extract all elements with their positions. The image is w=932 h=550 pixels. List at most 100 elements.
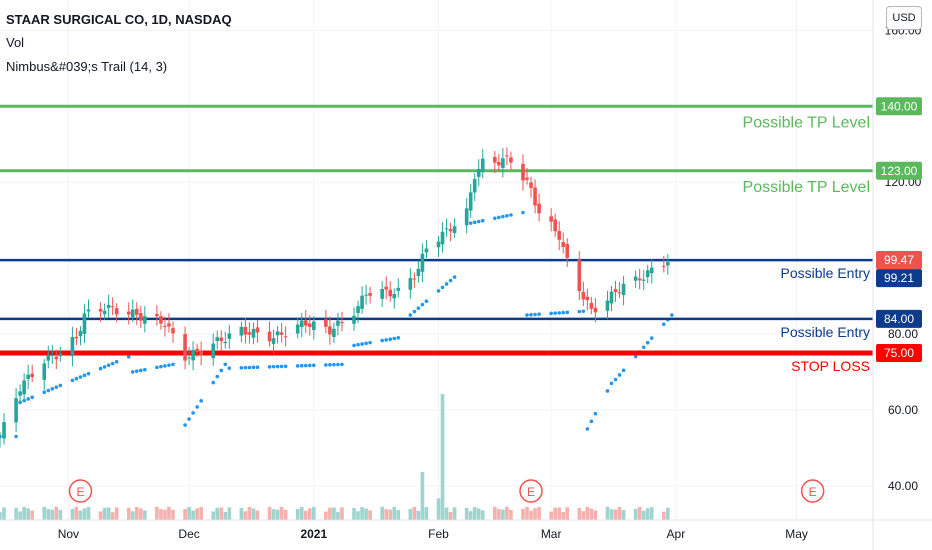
candle-body (464, 208, 469, 224)
candle-body (54, 356, 59, 360)
candle-body (324, 319, 328, 327)
trail-dot (247, 365, 252, 370)
volume-bar (424, 507, 429, 520)
volume-bar (501, 509, 505, 520)
price-level-label: Possible Entry (781, 324, 870, 340)
volume-bar (2, 507, 6, 520)
trail-dot (448, 278, 453, 283)
trail-dot (336, 362, 340, 367)
volume-bar (255, 510, 260, 520)
candle-body (183, 334, 187, 361)
candle-body (134, 308, 139, 315)
candle-body (295, 324, 300, 334)
trail-dot (255, 365, 260, 370)
volume-bar (537, 507, 541, 520)
volume-bar (472, 507, 477, 520)
trail-dot (416, 306, 421, 310)
volume-bar (605, 506, 610, 520)
candle-body (641, 279, 646, 281)
trail-dot (283, 364, 288, 369)
volume-bar (307, 508, 312, 520)
volume-bar (239, 507, 244, 520)
candle-body (384, 286, 389, 290)
trail-dot (163, 364, 167, 368)
candle-body (106, 304, 111, 308)
time-tick-label: May (785, 527, 808, 541)
price-level-label: STOP LOSS (791, 358, 870, 374)
candle-body (251, 329, 256, 338)
trail-dot (537, 312, 541, 317)
trail-dot (332, 362, 336, 367)
trail-dot (239, 365, 244, 370)
price-tag-label: 84.00 (884, 312, 914, 326)
trail-dot (199, 399, 203, 403)
candle-body (577, 259, 582, 292)
trail-dot (46, 388, 51, 393)
trail-dot (436, 289, 441, 293)
trail-dot (392, 336, 397, 341)
volume-bar (86, 507, 91, 520)
volume-bars (0, 394, 670, 520)
trail-dot (98, 366, 103, 371)
trail-dot (155, 365, 159, 370)
indicator-legend[interactable]: Nimbus&#039;s Trail (14, 3) (6, 59, 168, 74)
volume-bar (110, 512, 115, 520)
trail-dot (525, 313, 529, 317)
candle-body (143, 316, 147, 324)
trail-dot (102, 365, 107, 369)
volume-bar (42, 506, 47, 520)
symbol-title[interactable]: STAAR SURGICAL CO, 1D, NASDAQ (6, 12, 232, 27)
volume-bar (191, 510, 195, 520)
trail-dot (251, 365, 256, 370)
trail-dot (641, 345, 646, 350)
trail-dot (195, 405, 199, 409)
volume-bar (134, 507, 139, 520)
candle-body (78, 330, 83, 337)
time-tick-label: Apr (667, 527, 686, 541)
candle-body (0, 436, 2, 438)
trail-dot (368, 340, 372, 345)
candle-body (392, 293, 397, 299)
candle-body (509, 157, 513, 163)
candle-body (356, 306, 360, 313)
last-price-tag (876, 251, 922, 270)
trail-dot (42, 390, 47, 395)
trail-dot (167, 363, 171, 367)
volume-bar (114, 507, 119, 520)
currency-button[interactable]: USD (886, 6, 922, 30)
earnings-marker[interactable] (519, 479, 543, 503)
candle-body (497, 161, 501, 166)
trail-dot (633, 354, 638, 359)
candle-body (525, 177, 529, 180)
trail-dot (223, 362, 228, 367)
candle-body (187, 357, 191, 359)
volume-bar (82, 508, 87, 520)
volume-bar (187, 506, 191, 520)
volume-bar (468, 511, 473, 520)
candle-body (130, 309, 135, 318)
volume-bar (78, 510, 83, 520)
volume-bar (283, 509, 288, 520)
volume-bar (412, 506, 417, 520)
volume-bar (0, 512, 2, 520)
trail-dot (621, 368, 626, 373)
candle-body (666, 262, 670, 266)
volume-bar (130, 511, 135, 520)
candle-body (589, 302, 594, 309)
candle-body (440, 231, 445, 245)
earnings-marker-label: E (76, 485, 84, 499)
candle-body (537, 203, 541, 214)
volume-bar (436, 498, 441, 520)
candle-body (18, 391, 22, 396)
volume-bar (633, 508, 638, 520)
volume-bar (444, 507, 449, 520)
earnings-marker[interactable] (68, 479, 93, 503)
volume-bar (126, 507, 131, 520)
volume-bar (336, 512, 340, 520)
volume-legend[interactable]: Vol (6, 35, 25, 50)
earnings-marker[interactable] (800, 479, 825, 503)
volume-bar (645, 508, 650, 520)
trail-dot (134, 369, 139, 374)
